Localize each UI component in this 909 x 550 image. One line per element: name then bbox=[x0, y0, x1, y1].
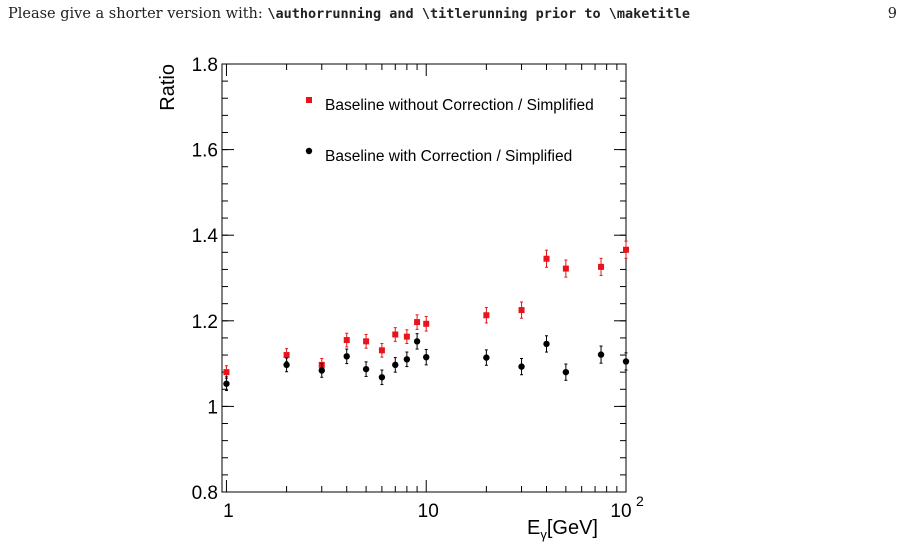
data-point bbox=[378, 347, 385, 354]
data-point bbox=[423, 353, 430, 361]
page-number: 9 bbox=[887, 6, 897, 22]
data-point bbox=[622, 358, 630, 365]
data-point bbox=[623, 246, 629, 253]
running-head-prior-to: prior to bbox=[527, 6, 609, 22]
data-point bbox=[392, 361, 399, 369]
y-axis-ticks: 0.8 1 1.2 1.4 1.6 1.8 bbox=[192, 55, 626, 504]
y-tick-label: 0.8 bbox=[192, 483, 218, 504]
authorrunning-command: \authorrunning bbox=[267, 6, 382, 22]
data-point bbox=[598, 263, 605, 270]
y-tick-label: 1.4 bbox=[192, 226, 219, 247]
x-axis-label: Eγ[GeV] bbox=[527, 517, 598, 542]
running-head-text: Please give a shorter version with: bbox=[8, 6, 268, 22]
data-point bbox=[343, 353, 350, 360]
running-head-and: and bbox=[381, 6, 422, 22]
x-tick-label-base: 10 bbox=[610, 501, 631, 522]
x-axis-ticks: 1 10 10 2 bbox=[223, 64, 644, 522]
data-point bbox=[562, 368, 570, 376]
data-point bbox=[283, 352, 290, 359]
data-series bbox=[223, 240, 630, 392]
y-tick-label: 1.2 bbox=[192, 312, 218, 333]
data-point bbox=[223, 380, 230, 387]
x-tick-label-exponent: 2 bbox=[636, 493, 644, 509]
data-point bbox=[562, 265, 569, 272]
legend-entry-label: Baseline without Correction / Simplified bbox=[325, 97, 594, 114]
plot-frame-border bbox=[221, 63, 627, 493]
titlerunning-command: \titlerunning bbox=[421, 6, 528, 22]
maketitle-command: \maketitle bbox=[608, 6, 691, 22]
x-axis-label-subscript: γ bbox=[540, 527, 547, 542]
legend-marker-square bbox=[306, 97, 312, 103]
y-tick-label: 1.6 bbox=[192, 141, 218, 162]
data-point bbox=[378, 374, 386, 381]
data-point bbox=[518, 307, 525, 314]
data-point bbox=[403, 356, 411, 363]
y-tick-label: 1 bbox=[207, 397, 218, 418]
data-point bbox=[483, 312, 490, 319]
series-with-correction bbox=[223, 333, 630, 392]
x-tick-label: 1 bbox=[223, 501, 234, 522]
data-point bbox=[597, 351, 605, 358]
x-tick-label: 10 bbox=[418, 501, 439, 522]
plot-frame bbox=[221, 63, 627, 493]
x-axis-label-main: E bbox=[527, 517, 540, 539]
y-tick-label: 1.8 bbox=[192, 55, 218, 76]
data-point bbox=[543, 255, 550, 262]
legend-marker-circle bbox=[305, 147, 313, 155]
running-head: Please give a shorter version with: \aut… bbox=[8, 6, 901, 28]
data-point bbox=[363, 338, 370, 345]
axis-labels: Ratio Eγ[GeV] bbox=[157, 64, 598, 542]
legend-entry-label: Baseline with Correction / Simplified bbox=[325, 148, 572, 165]
x-axis-label-unit: [GeV] bbox=[547, 517, 598, 539]
data-point bbox=[414, 319, 421, 326]
data-point bbox=[403, 333, 410, 340]
data-point bbox=[318, 367, 325, 374]
legend: Baseline without Correction / Simplified… bbox=[305, 97, 594, 165]
data-point bbox=[483, 354, 490, 361]
data-point bbox=[343, 337, 350, 344]
data-point bbox=[223, 369, 230, 376]
y-axis-label: Ratio bbox=[157, 64, 179, 111]
data-point bbox=[518, 363, 525, 370]
data-point bbox=[543, 340, 550, 348]
data-point bbox=[392, 331, 399, 338]
data-point bbox=[283, 361, 290, 369]
data-point bbox=[423, 320, 430, 327]
data-point bbox=[413, 338, 421, 345]
data-point bbox=[362, 365, 370, 373]
